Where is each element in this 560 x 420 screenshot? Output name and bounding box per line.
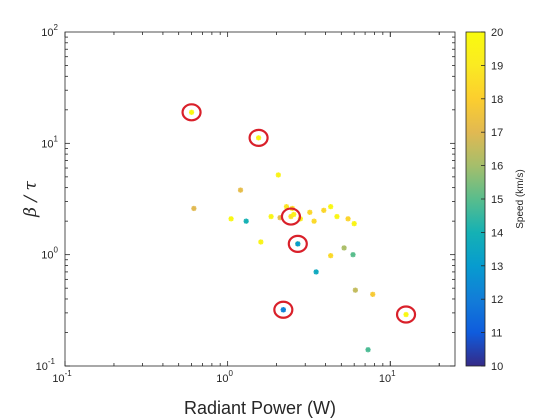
data-point [280, 307, 286, 313]
highlight-circle [395, 305, 417, 324]
highlight-circle [248, 128, 269, 147]
x-tick-label: 101 [379, 369, 396, 385]
data-point [328, 253, 334, 259]
data-point [328, 204, 334, 210]
data-point [351, 221, 357, 227]
colorbar-tick-label: 10 [491, 361, 503, 373]
x-axis-label: Radiant Power (W) [184, 398, 336, 418]
colorbar-tick-label: 12 [491, 294, 503, 306]
data-point [191, 205, 197, 212]
highlight-circle [273, 300, 294, 319]
data-point [275, 172, 281, 178]
y-tick-label: 102 [41, 23, 58, 39]
x-tick-labels: 10-1 100 101 [52, 369, 396, 385]
colorbar-tick-label: 11 [491, 328, 502, 340]
plot-area [64, 31, 456, 367]
data-point [307, 209, 313, 215]
x-tick-label: 10-1 [52, 369, 72, 385]
colorbar-tick-label: 17 [491, 127, 503, 139]
highlight-circle [280, 207, 302, 226]
data-point [268, 213, 274, 220]
colorbar-tick-label: 16 [491, 161, 503, 173]
y-tick-labels: 10-1 100 101 102 [36, 23, 59, 373]
data-point [370, 291, 376, 297]
plot-background [65, 32, 455, 366]
data-point [403, 311, 409, 318]
axes [64, 31, 456, 367]
data-point [352, 287, 358, 293]
data-point [243, 218, 249, 224]
data-point [258, 239, 264, 245]
data-point [237, 187, 244, 193]
y-tick-label: 10-1 [36, 357, 56, 373]
highlight-circles [181, 103, 417, 324]
y-tick-label: 100 [41, 246, 58, 262]
highlight-circle [181, 103, 202, 122]
colorbar-tick-label: 15 [491, 194, 503, 206]
data-point [295, 241, 301, 247]
colorbar-tick-label: 19 [491, 60, 503, 72]
x-tick-label: 100 [216, 369, 233, 385]
data-point [313, 269, 319, 275]
y-axis-label: β / τ [21, 181, 41, 218]
data-point [350, 252, 356, 258]
colorbar: 10 11 12 13 14 15 16 17 18 19 20 Speed (km/s) [465, 27, 526, 373]
colorbar-ticks: 10 11 12 13 14 15 16 17 18 19 20 [481, 27, 503, 373]
data-point [365, 347, 371, 353]
data-point [341, 245, 347, 251]
data-point [228, 216, 234, 222]
colorbar-tick-label: 20 [491, 27, 503, 39]
axes-box [64, 31, 456, 367]
data-point [255, 135, 262, 141]
colorbar-label: Speed (km/s) [515, 169, 526, 228]
data-point [311, 218, 317, 224]
highlight-circle [287, 234, 308, 253]
data-point [291, 211, 297, 217]
data-point [188, 109, 195, 115]
colorbar-tick-label: 18 [491, 94, 503, 106]
data-point [334, 213, 340, 220]
colorbar-tick-label: 13 [491, 261, 503, 273]
data-point [321, 207, 327, 213]
data-point [345, 216, 351, 222]
y-tick-label: 101 [41, 134, 58, 150]
colorbar-tick-label: 14 [491, 227, 503, 239]
